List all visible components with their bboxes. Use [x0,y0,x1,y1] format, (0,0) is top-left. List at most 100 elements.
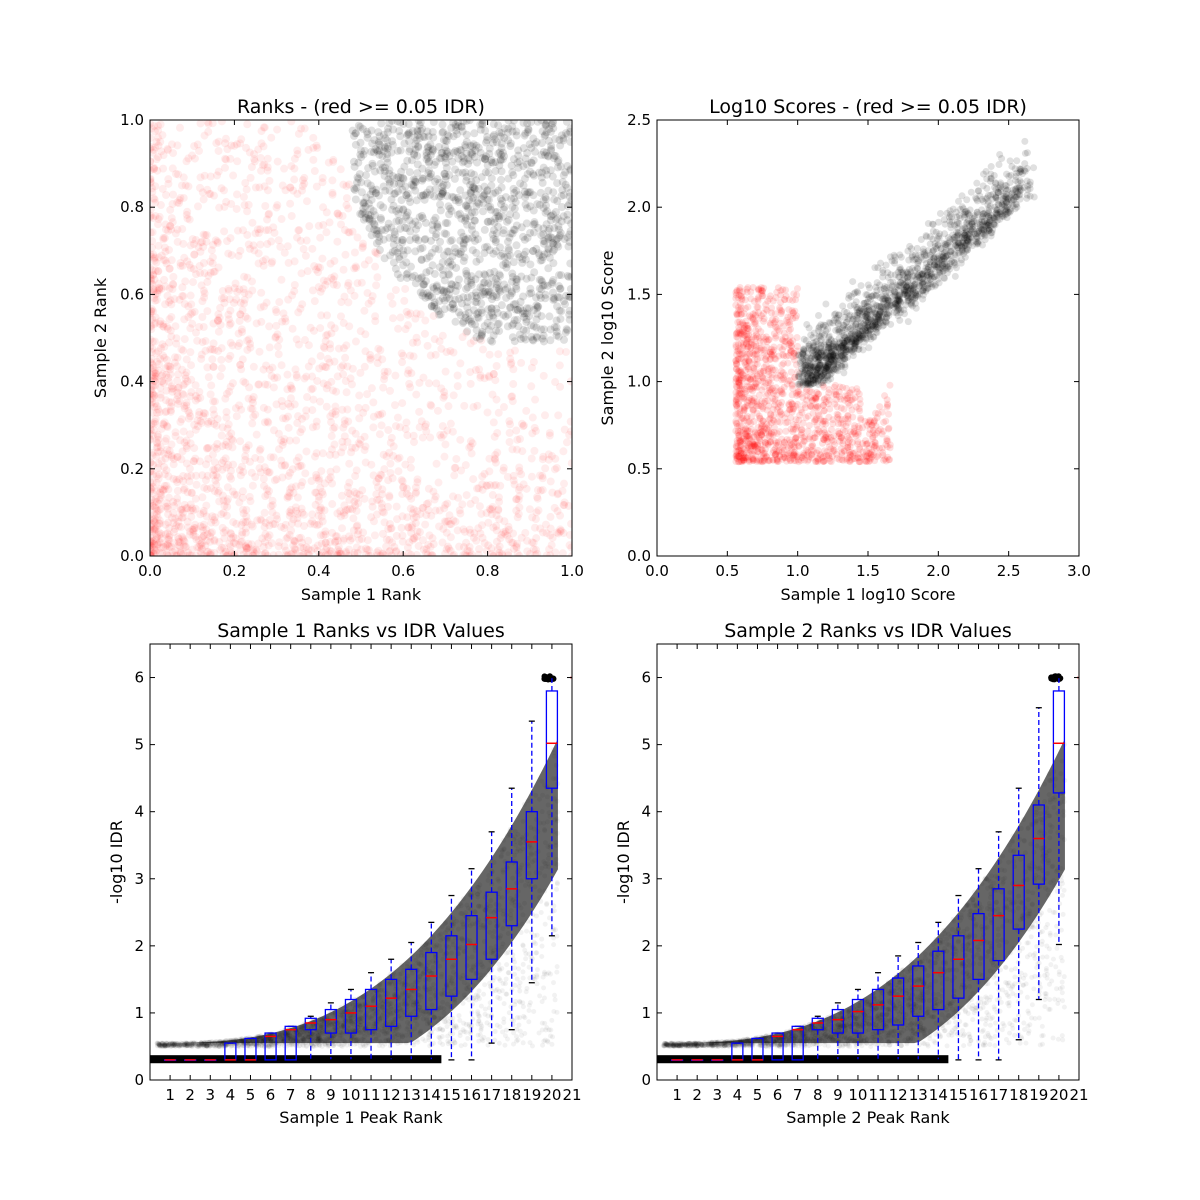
fail-point [171,428,180,437]
fail-point [228,443,237,452]
fail-point [387,433,396,442]
fail-point [760,317,768,325]
fail-point [475,545,484,554]
pass-point [413,169,422,178]
fail-point [269,453,278,462]
fail-point [299,245,308,254]
fail-point [203,277,212,286]
fail-point [503,531,512,540]
fail-point [398,477,407,486]
fail-point [485,454,494,463]
fail-point [332,387,341,396]
fail-point [492,362,501,371]
fail-point [249,412,258,421]
fail-point [224,249,233,258]
fail-point [482,481,491,490]
fail-point [286,394,295,403]
fail-point [454,493,463,502]
fail-point [161,408,170,417]
fail-point [216,545,225,554]
pass-point [508,321,517,330]
fail-point [167,384,176,393]
fail-point [185,527,194,536]
fail-point [430,335,439,344]
fail-point [274,350,283,359]
fail-point [150,417,159,426]
fail-point [491,450,500,459]
fail-point [732,388,740,396]
fail-point [413,527,422,536]
fail-point [753,402,761,410]
fail-point [164,472,173,481]
y-tick-label: 0.4 [120,373,144,391]
fail-point [246,339,255,348]
pass-point [417,273,426,282]
fail-point [217,364,226,373]
fail-point [351,429,360,438]
fail-point [445,511,454,520]
fail-point [265,343,274,352]
fail-point [283,242,292,251]
fail-point [440,504,449,513]
pass-point [491,247,500,256]
fail-point [346,286,355,295]
pass-point [418,243,427,252]
fail-point [733,448,741,456]
ranks-scatter-title: Ranks - (red >= 0.05 IDR) [237,96,485,118]
fail-point [163,504,172,513]
fail-point [275,298,284,307]
fail-point [162,421,171,430]
fail-point [189,278,198,287]
fail-point [271,332,280,341]
fail-point [150,503,155,512]
pass-point [369,148,378,157]
fail-point [190,420,199,429]
fail-point [206,172,215,181]
fail-point [379,549,388,556]
fail-point [150,165,158,174]
fail-point [468,439,477,448]
fail-point [283,370,292,379]
fail-point [396,313,405,322]
fail-point [762,439,770,447]
fail-point [326,259,335,268]
fail-point [745,350,753,358]
pass-point [412,225,421,234]
fail-point [158,322,167,331]
pass-point [424,132,433,141]
fail-point [263,417,272,426]
fail-point [209,319,218,328]
fail-point [398,358,407,367]
pass-point [379,182,388,191]
fail-point [150,524,159,533]
fail-point [151,381,160,390]
pass-point [398,236,407,245]
fail-point [163,291,172,300]
fail-point [202,525,211,534]
fail-point [885,410,893,418]
fail-point [273,515,282,524]
pass-point [396,224,405,233]
fail-point [371,312,380,321]
fail-point [505,437,514,446]
pass-point [561,300,570,309]
y-tick-label: 0.6 [120,285,144,303]
fail-point [736,283,744,291]
pass-point [496,271,505,280]
pass-point [532,315,541,324]
fail-point [225,295,234,304]
fail-point [220,163,229,172]
fail-point [150,148,157,157]
ranks-scatter-ylabel: Sample 2 Rank [91,277,110,398]
fail-point [799,434,807,442]
fail-point [794,285,802,293]
fail-point [761,445,769,453]
fail-point [265,209,274,218]
pass-point [446,237,455,246]
fail-point [455,542,464,551]
pass-point [481,138,490,147]
fail-point [178,283,187,292]
fail-point [401,460,410,469]
fail-point [208,345,217,354]
fail-point [179,471,188,480]
